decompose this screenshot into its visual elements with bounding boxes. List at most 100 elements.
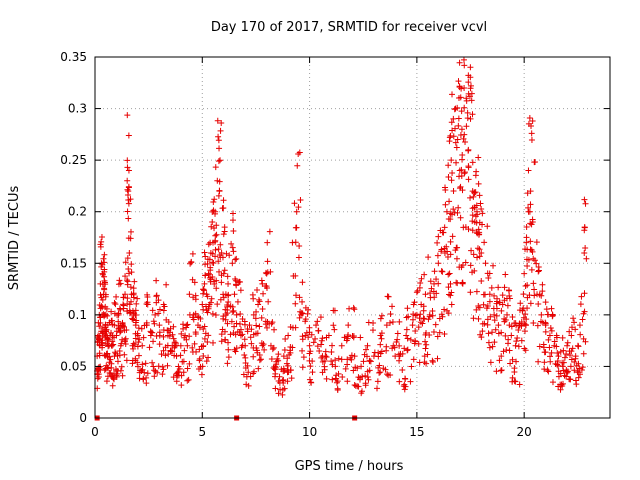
- data-point: [456, 167, 463, 174]
- data-point: [431, 268, 438, 275]
- data-point: [160, 347, 167, 354]
- data-point: [279, 391, 286, 398]
- data-point: [121, 351, 128, 358]
- data-point: [275, 351, 282, 358]
- data-point: [204, 338, 211, 345]
- data-point: [125, 184, 132, 191]
- data-point: [304, 310, 311, 317]
- data-point: [441, 306, 448, 313]
- data-point: [560, 367, 567, 374]
- data-point: [530, 255, 537, 262]
- data-point: [488, 284, 495, 291]
- data-point: [271, 326, 278, 333]
- data-point: [183, 322, 190, 329]
- data-point: [221, 267, 228, 274]
- data-point: [493, 368, 500, 375]
- data-point: [458, 166, 465, 173]
- data-point: [442, 187, 449, 194]
- data-point: [513, 338, 520, 345]
- data-point: [414, 287, 421, 294]
- data-point: [149, 359, 156, 366]
- data-point: [352, 364, 359, 371]
- data-point: [198, 371, 205, 378]
- data-point: [551, 338, 558, 345]
- data-point: [231, 291, 238, 298]
- data-point: [375, 349, 382, 356]
- data-point: [299, 364, 306, 371]
- data-point: [521, 328, 528, 335]
- data-point: [531, 292, 538, 299]
- data-point: [212, 246, 219, 253]
- data-point: [447, 251, 454, 258]
- data-point: [273, 361, 280, 368]
- data-point: [256, 298, 263, 305]
- data-point: [319, 335, 326, 342]
- y-tick-label: 0.05: [60, 359, 87, 373]
- data-point: [422, 291, 429, 298]
- data-point: [224, 301, 231, 308]
- data-point: [317, 314, 324, 321]
- data-point: [571, 319, 578, 326]
- data-point: [468, 247, 475, 254]
- data-point: [523, 234, 530, 241]
- data-point: [204, 309, 211, 316]
- data-point: [416, 284, 423, 291]
- data-point: [419, 320, 426, 327]
- data-point: [553, 334, 560, 341]
- data-point: [533, 260, 540, 267]
- data-point: [564, 342, 571, 349]
- data-point: [186, 360, 193, 367]
- data-point: [105, 336, 112, 343]
- data-point: [212, 312, 219, 319]
- data-point: [332, 375, 339, 382]
- data-point: [566, 352, 573, 359]
- data-point: [132, 355, 139, 362]
- data-point: [109, 382, 116, 389]
- data-point: [101, 268, 108, 275]
- data-point: [460, 135, 467, 142]
- data-point: [213, 231, 220, 238]
- data-point: [370, 319, 377, 326]
- data-point: [493, 312, 500, 319]
- data-point: [539, 319, 546, 326]
- data-point: [115, 311, 122, 318]
- data-point: [377, 341, 384, 348]
- data-point: [581, 249, 588, 256]
- data-point: [225, 280, 232, 287]
- data-point: [212, 208, 219, 215]
- data-point: [433, 290, 440, 297]
- data-point: [576, 371, 583, 378]
- data-point: [300, 354, 307, 361]
- data-point: [446, 138, 453, 145]
- data-point: [239, 331, 246, 338]
- data-point: [256, 352, 263, 359]
- data-point: [431, 294, 438, 301]
- data-point: [254, 330, 261, 337]
- data-point: [377, 369, 384, 376]
- data-point: [501, 284, 508, 291]
- data-point: [199, 301, 206, 308]
- data-point: [229, 260, 236, 267]
- data-point: [101, 286, 108, 293]
- data-point: [270, 344, 277, 351]
- data-point: [232, 348, 239, 355]
- data-point: [461, 169, 468, 176]
- data-point: [201, 280, 208, 287]
- data-point: [116, 329, 123, 336]
- data-point: [142, 360, 149, 367]
- data-point: [112, 301, 119, 308]
- data-point: [307, 348, 314, 355]
- data-point: [581, 227, 588, 234]
- data-point: [497, 367, 504, 374]
- data-point: [297, 197, 304, 204]
- data-point: [151, 367, 158, 374]
- data-point: [209, 274, 216, 281]
- data-point: [525, 167, 532, 174]
- data-point: [98, 303, 105, 310]
- x-tick-label: 15: [409, 425, 424, 439]
- data-point: [109, 338, 116, 345]
- data-point: [582, 244, 589, 251]
- data-point: [545, 368, 552, 375]
- data-point: [501, 297, 508, 304]
- data-point: [296, 243, 303, 250]
